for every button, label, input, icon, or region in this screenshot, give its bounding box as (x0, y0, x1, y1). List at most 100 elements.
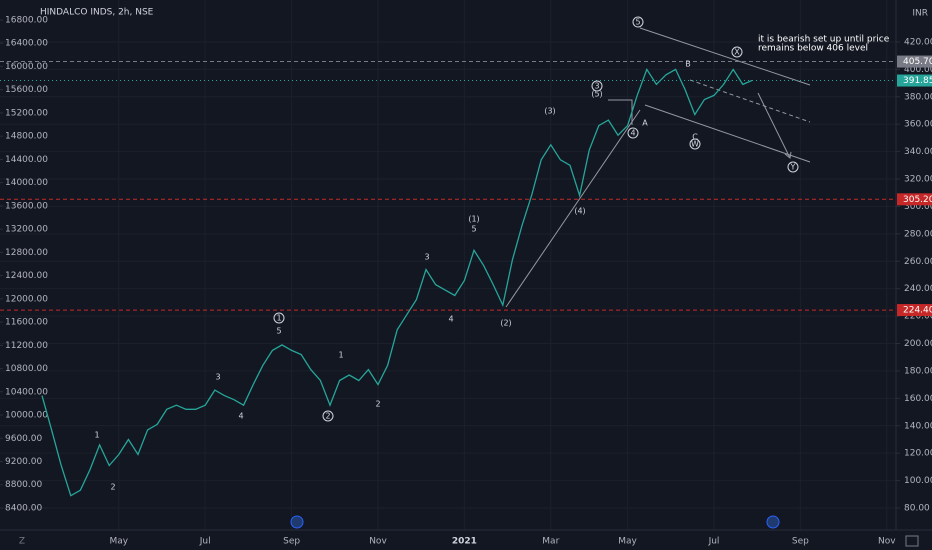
wave-label: 5 (276, 327, 281, 336)
y-tick-label: 16400.00 (5, 39, 48, 49)
wave-label: (5) (591, 90, 602, 99)
wave-label: B (685, 60, 691, 69)
x-tick-label: Nov (878, 537, 896, 547)
y-tick-label: 12400.00 (5, 271, 48, 281)
level-label: 224.40 (903, 306, 932, 316)
last-price-tag (897, 74, 932, 87)
grid (0, 0, 896, 530)
y-tick-label: 15600.00 (5, 85, 48, 95)
x-tick-label: Sep (792, 537, 809, 547)
y-tick-label: 13200.00 (5, 225, 48, 235)
y2-tick-label: 420.00 (904, 37, 932, 47)
trendline (689, 79, 811, 123)
y2-tick-label: 240.00 (904, 284, 932, 294)
y2-tick-label: 300.00 (904, 202, 932, 212)
y-tick-label: 16800.00 (5, 15, 48, 25)
wave-circle (787, 161, 799, 173)
y-tick-label: 14400.00 (5, 155, 48, 165)
trendlines (505, 27, 811, 308)
settings-icon[interactable] (905, 535, 919, 547)
arrow (757, 92, 791, 159)
y-tick-label: 14800.00 (5, 132, 48, 142)
wave-label: 2 (375, 400, 380, 409)
x-tick-label: May (618, 537, 637, 547)
wave-label: 2 (110, 483, 115, 492)
chart-title: HINDALCO INDS, 2h, NSE (40, 8, 154, 18)
wave-label: 1 (276, 314, 281, 323)
wave-circle (632, 16, 644, 28)
currency: INR (912, 9, 928, 19)
last-price-label: 391.85 (903, 76, 932, 86)
y-tick-label: 9600.00 (5, 434, 42, 444)
wave-label: (1) (468, 215, 479, 224)
dividend-marker[interactable] (766, 515, 780, 529)
wave-label: 5 (635, 18, 640, 27)
wave-label: 1 (94, 431, 99, 440)
wave-label: X (734, 48, 740, 57)
annotation: it is bearish set up until price (758, 35, 890, 45)
x-tick-label: Sep (283, 537, 300, 547)
wave-label: 4 (630, 129, 635, 138)
wave-label: (2) (500, 319, 511, 328)
y-tick-label: 14000.00 (5, 178, 48, 188)
x-tick-label: Jul (199, 537, 211, 547)
y-tick-label: 10000.00 (5, 411, 48, 421)
y2-tick-label: 180.00 (904, 366, 932, 376)
y2-tick-label: 380.00 (904, 92, 932, 102)
y-tick-label: 11600.00 (5, 318, 48, 328)
trendline (639, 27, 811, 86)
wave-label: W (691, 140, 699, 149)
wave-label: 3 (594, 82, 599, 91)
y2-tick-label: 320.00 (904, 175, 932, 185)
wave-label: 2 (325, 412, 330, 421)
x-tick-label: May (109, 537, 128, 547)
wave-circle (273, 312, 285, 324)
level-tag (897, 193, 932, 206)
y2-tick-label: 400.00 (904, 65, 932, 75)
y2-tick-label: 160.00 (904, 394, 932, 404)
wave-label: 4 (448, 315, 453, 324)
y-tick-label: 8400.00 (5, 503, 42, 513)
wave-label: 5 (471, 225, 476, 234)
level-label: 305.20 (903, 195, 932, 205)
box (608, 99, 633, 125)
y2-tick-label: 220.00 (904, 312, 932, 322)
y-tick-label: 12800.00 (5, 248, 48, 258)
wave-circle (689, 138, 701, 150)
wave-label: 3 (424, 253, 429, 262)
wave-label: 3 (215, 373, 220, 382)
y-tick-label: 9200.00 (5, 457, 42, 467)
arrow-head (784, 151, 792, 159)
y2-tick-label: 280.00 (904, 229, 932, 239)
y-tick-label: 13600.00 (5, 201, 48, 211)
dividend-marker[interactable] (290, 515, 304, 529)
y2-tick-label: 120.00 (904, 449, 932, 459)
y2-tick-label: 80.00 (904, 503, 930, 513)
y-tick-label: 15200.00 (5, 108, 48, 118)
level-tag (897, 304, 932, 317)
x-tick-label: Mar (542, 537, 559, 547)
y2-tick-label: 200.00 (904, 339, 932, 349)
wave-label: Y (790, 163, 796, 172)
icon[interactable]: Z (19, 537, 25, 547)
y-tick-label: 10800.00 (5, 364, 48, 374)
trendline (644, 104, 811, 163)
y2-tick-label: 340.00 (904, 147, 932, 157)
y-tick-label: 12000.00 (5, 294, 48, 304)
level-label: 405.70 (903, 57, 932, 67)
annotation: remains below 406 level (758, 44, 868, 54)
wave-label: 4 (238, 412, 243, 421)
wave-label: C (692, 133, 698, 142)
y2-tick-label: 260.00 (904, 257, 932, 267)
y-tick-label: 16000.00 (5, 62, 48, 72)
x-tick-label: Jul (708, 537, 720, 547)
wave-circle (591, 80, 603, 92)
wave-circle (322, 410, 334, 422)
wave-label: (3) (544, 107, 555, 116)
y2-tick-label: 360.00 (904, 120, 932, 130)
trendline (505, 109, 641, 308)
x-tick-label: Nov (369, 537, 387, 547)
y-tick-label: 11200.00 (5, 341, 48, 351)
y2-tick-label: 100.00 (904, 476, 932, 486)
wave-label: (4) (574, 207, 585, 216)
